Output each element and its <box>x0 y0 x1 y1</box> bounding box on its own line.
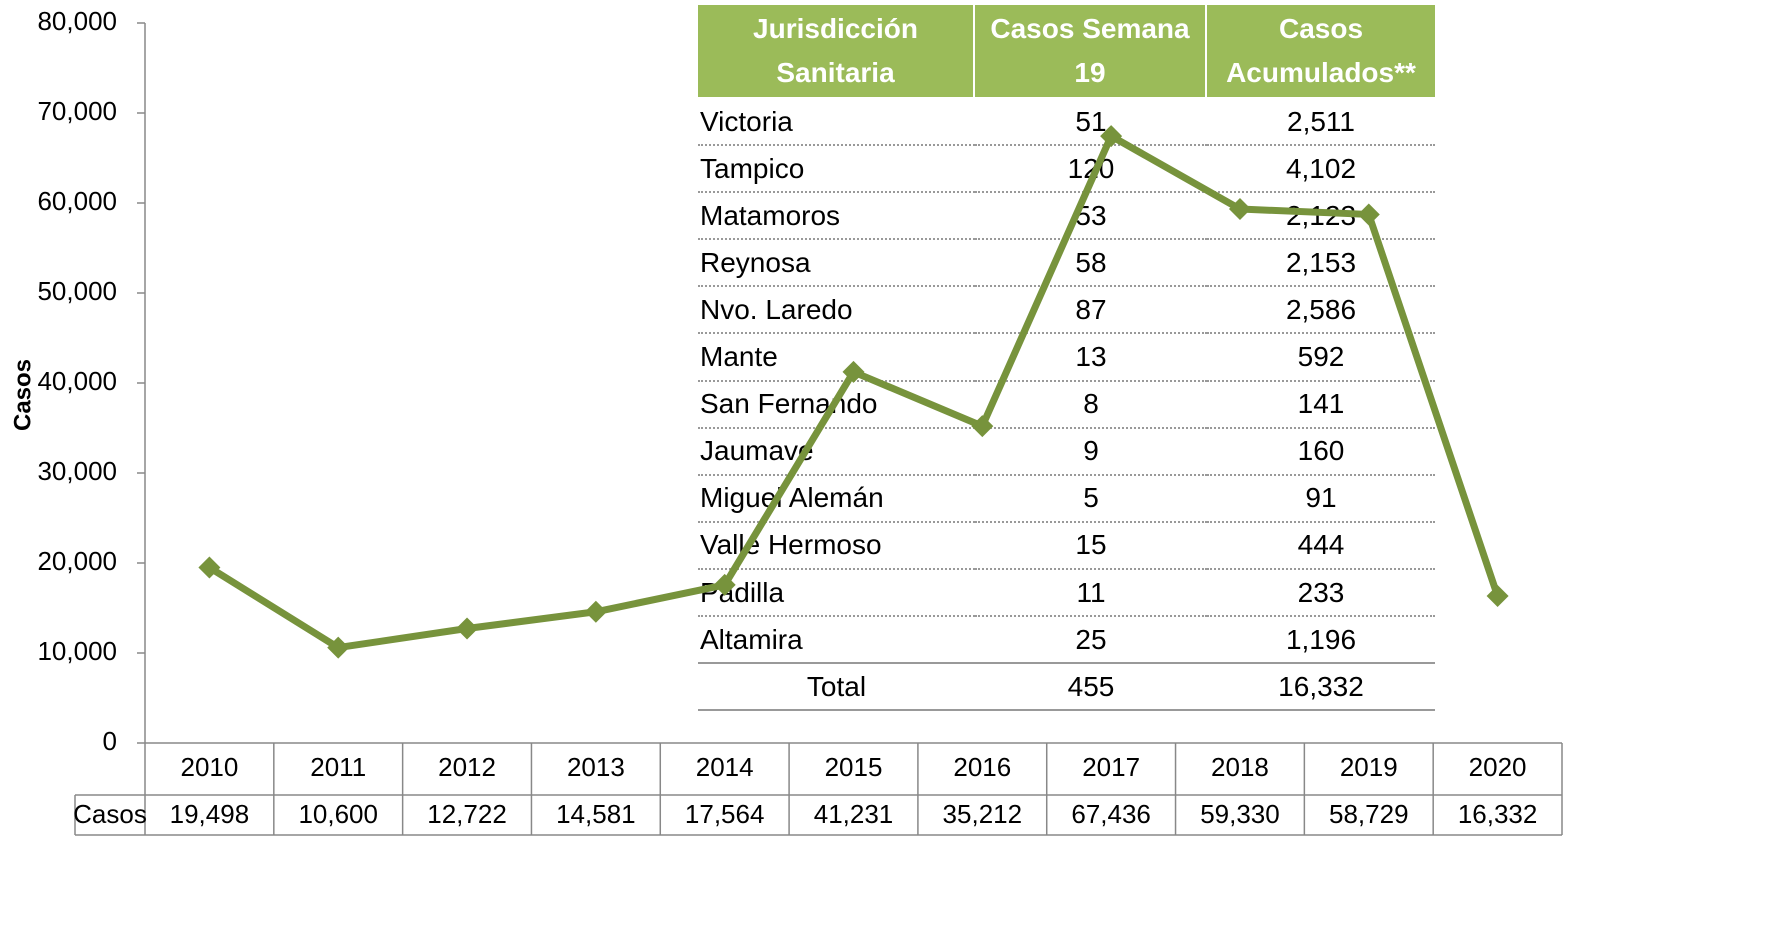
table-cell: Tampico <box>698 146 975 194</box>
y-tick-label: 0 <box>103 726 117 756</box>
x-tick-label: 2010 <box>180 752 238 782</box>
table-cell: Mante <box>698 335 975 382</box>
table-cell: 91 <box>1207 476 1435 523</box>
marker <box>1100 125 1123 148</box>
table-cell: Altamira <box>698 617 975 665</box>
data-label: 35,212 <box>943 799 1023 829</box>
marker <box>1228 198 1251 221</box>
table-cell: 87 <box>975 287 1207 335</box>
table-cell: 141 <box>1207 382 1435 429</box>
data-label: 41,231 <box>814 799 894 829</box>
table-cell: 5 <box>975 476 1207 523</box>
data-label: 17,564 <box>685 799 765 829</box>
x-tick-label: 2014 <box>696 752 754 782</box>
marker <box>456 617 479 640</box>
x-tick-label: 2015 <box>825 752 883 782</box>
table-cell: 9 <box>975 429 1207 476</box>
table-cell: 58 <box>975 240 1207 288</box>
marker <box>198 556 221 579</box>
table-cell: 25 <box>975 617 1207 665</box>
data-label: 10,600 <box>298 799 378 829</box>
table-cell: 2,511 <box>1207 99 1435 147</box>
table-cell: Valle Hermoso <box>698 523 975 570</box>
y-tick-label: 30,000 <box>37 456 117 486</box>
line <box>207 132 1501 652</box>
marker <box>1486 585 1509 608</box>
x-tick-label: 2019 <box>1340 752 1398 782</box>
table-cell: Padilla <box>698 570 975 618</box>
table-cell: 444 <box>1207 523 1435 570</box>
table-cell: 2,586 <box>1207 287 1435 335</box>
x-tick-label: 2016 <box>953 752 1011 782</box>
header-cell: Casos Acumulados** <box>1207 5 1435 97</box>
table-cell: Victoria <box>698 99 975 147</box>
table-cell: 51 <box>975 99 1207 147</box>
y-tick-label: 50,000 <box>37 276 117 306</box>
total-cell: 16,332 <box>1207 664 1435 712</box>
table-cell: Matamoros <box>698 193 975 241</box>
x-tick-label: 2020 <box>1469 752 1527 782</box>
y-tick-label: 70,000 <box>37 96 117 126</box>
x-tick-label: 2013 <box>567 752 625 782</box>
data-label: 58,729 <box>1329 799 1409 829</box>
y-tick-label: 60,000 <box>37 186 117 216</box>
table-cell: 2,153 <box>1207 240 1435 288</box>
marker <box>584 600 607 623</box>
table-cell: Jaumave <box>698 429 975 476</box>
y-tick-label: 10,000 <box>37 636 117 666</box>
table-cell: 1,196 <box>1207 617 1435 665</box>
table-cell: 13 <box>975 335 1207 382</box>
marker <box>1357 203 1380 226</box>
x-tick-label: 2017 <box>1082 752 1140 782</box>
x-tick-label: 2018 <box>1211 752 1269 782</box>
table-cell: Nvo. Laredo <box>698 287 975 335</box>
table-cell: Miguel Alemán <box>698 476 975 523</box>
table-cell: San Fernando <box>698 382 975 429</box>
y-tick-label: 40,000 <box>37 366 117 396</box>
y-tick-label: 20,000 <box>37 546 117 576</box>
marker <box>971 415 994 438</box>
table-cell: Reynosa <box>698 240 975 288</box>
table-cell: 592 <box>1207 335 1435 382</box>
data-label: 16,332 <box>1458 799 1538 829</box>
data-label: 19,498 <box>170 799 250 829</box>
legend-label: Casos <box>73 799 147 829</box>
data-label: 12,722 <box>427 799 507 829</box>
table-cell: 233 <box>1207 570 1435 618</box>
data-label: 14,581 <box>556 799 636 829</box>
total-cell: 455 <box>975 664 1207 712</box>
table-cell: 15 <box>975 523 1207 570</box>
table-cell: 160 <box>1207 429 1435 476</box>
data-label: 67,436 <box>1071 799 1151 829</box>
header-cell: Casos Semana 19 <box>975 5 1205 97</box>
x-tick-label: 2012 <box>438 752 496 782</box>
marker <box>327 636 350 659</box>
total-cell: Total <box>698 664 975 712</box>
table-cell: 11 <box>975 570 1207 618</box>
data-label: 59,330 <box>1200 799 1280 829</box>
header-cell: Jurisdicción Sanitaria <box>698 5 973 97</box>
x-tick-label: 2011 <box>310 752 366 782</box>
marker <box>842 360 865 383</box>
table-cell: 4,102 <box>1207 146 1435 194</box>
marker <box>713 573 736 596</box>
y-tick-label: 80,000 <box>37 6 117 36</box>
table-cell: 8 <box>975 382 1207 429</box>
y-axis-label: Casos <box>9 359 36 431</box>
